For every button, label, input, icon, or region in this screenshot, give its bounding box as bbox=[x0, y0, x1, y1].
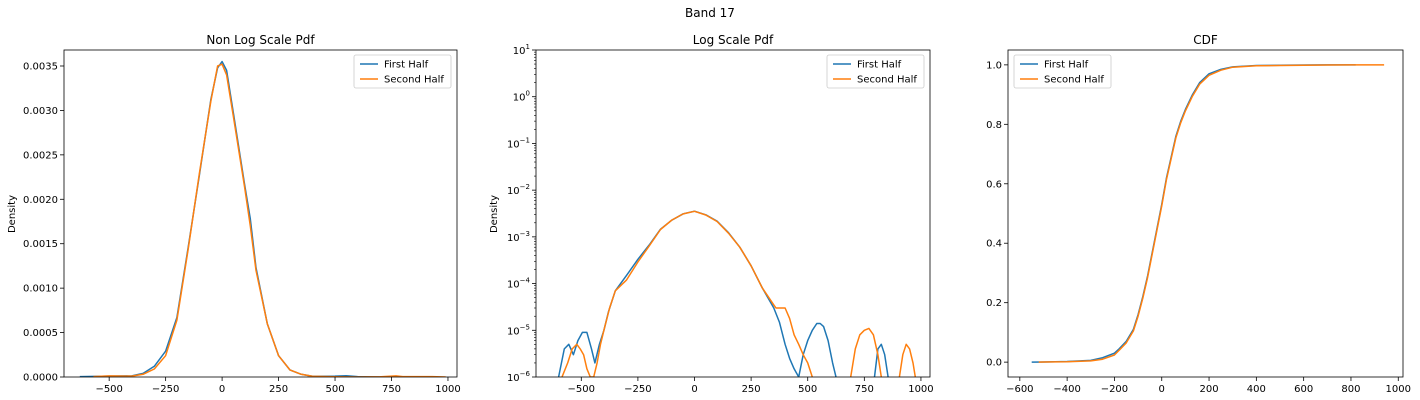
log-pdf-ytick-exponent: −4 bbox=[520, 277, 531, 285]
log-pdf-xtick-label: 250 bbox=[742, 384, 761, 395]
cdf-axes-frame bbox=[1007, 49, 1404, 378]
log-pdf-ytick-label: 10−5 bbox=[507, 323, 530, 337]
log-pdf-xtick-label: 500 bbox=[798, 384, 817, 395]
log-pdf-ytick-base: 10 bbox=[507, 186, 520, 197]
non-log-pdf-ytick-label: 0.0015 bbox=[23, 239, 58, 250]
log-pdf-xtick-label: 1000 bbox=[908, 384, 933, 395]
log-pdf-ytick-base: 10 bbox=[507, 280, 520, 291]
log-pdf-ytick-label: 101 bbox=[513, 43, 530, 57]
log-pdf-ytick-base: 10 bbox=[507, 373, 520, 384]
log-pdf-legend: First Half Second Half bbox=[826, 54, 925, 89]
non-log-pdf-series-group bbox=[79, 60, 446, 377]
cdf-series-second-half-line-1 bbox=[1038, 64, 1385, 363]
non-log-pdf-ytick-label: 0.0030 bbox=[23, 106, 58, 117]
non-log-pdf-legend-box bbox=[353, 54, 452, 89]
log-pdf-xtick-label: 750 bbox=[855, 384, 874, 395]
log-pdf-ylabel: Density bbox=[489, 195, 500, 233]
log-pdf-ytick-exponent: −6 bbox=[520, 370, 531, 378]
non-log-pdf-legend: First Half Second Half bbox=[353, 54, 452, 89]
log-pdf-ytick-exponent: −2 bbox=[520, 183, 530, 191]
non-log-pdf-legend-label: First Half bbox=[384, 60, 429, 71]
non-log-pdf-ytick-label: 0.0005 bbox=[23, 328, 58, 339]
figure-title: Band 17 bbox=[685, 6, 735, 20]
log-pdf-ytick-exponent: −1 bbox=[520, 136, 530, 144]
cdf-ytick-label: 1.0 bbox=[986, 60, 1002, 71]
cdf-xtick-label: 1000 bbox=[1386, 384, 1411, 395]
cdf-xtick-label: −400 bbox=[1053, 384, 1080, 395]
log-pdf-ytick-base: 10 bbox=[507, 139, 520, 150]
log-pdf-ytick-label: 10−4 bbox=[507, 277, 531, 291]
log-pdf-ytick-base: 10 bbox=[513, 46, 526, 57]
non-log-pdf-panel: Non Log Scale Pdf Density −500 −250 0 250 50… bbox=[7, 33, 461, 395]
cdf-ytick-label: 0.8 bbox=[986, 120, 1002, 131]
non-log-pdf-xtick-label: 0 bbox=[219, 384, 225, 395]
log-pdf-ytick-exponent: 0 bbox=[526, 90, 530, 98]
cdf-title: CDF bbox=[1193, 33, 1218, 47]
cdf-ytick-label: 0.6 bbox=[986, 179, 1002, 190]
log-pdf-ytick-base: 10 bbox=[507, 326, 520, 337]
cdf-xtick-label: 600 bbox=[1294, 384, 1313, 395]
log-pdf-axes-frame bbox=[535, 49, 931, 378]
log-pdf-ytick-exponent: 1 bbox=[526, 43, 530, 51]
cdf-legend-label: First Half bbox=[1044, 60, 1089, 71]
non-log-pdf-ytick-label: 0.0035 bbox=[23, 61, 58, 72]
cdf-legend-box bbox=[1013, 54, 1112, 89]
log-pdf-title: Log Scale Pdf bbox=[693, 33, 774, 47]
cdf-xtick-label: 400 bbox=[1247, 384, 1266, 395]
non-log-pdf-xtick-label: 1000 bbox=[435, 384, 460, 395]
non-log-pdf-ytick-label: 0.0000 bbox=[23, 373, 58, 384]
log-pdf-legend-box bbox=[826, 54, 925, 89]
log-pdf-series-second-half-line-3 bbox=[849, 327, 883, 377]
log-pdf-series-first-half-line-0 bbox=[557, 210, 837, 377]
log-pdf-xtick-label: −500 bbox=[568, 384, 595, 395]
log-pdf-xtick-label: 0 bbox=[691, 384, 697, 395]
non-log-pdf-axes-frame bbox=[63, 49, 458, 378]
cdf-xtick-label: −600 bbox=[1006, 384, 1033, 395]
log-pdf-xtick-label: −250 bbox=[624, 384, 651, 395]
cdf-ytick-label: 0.2 bbox=[986, 298, 1002, 309]
log-pdf-series-second-half-line-4 bbox=[898, 343, 917, 377]
log-pdf-ytick-base: 10 bbox=[513, 93, 526, 104]
log-pdf-legend-label: First Half bbox=[857, 60, 902, 71]
non-log-pdf-ylabel: Density bbox=[7, 195, 18, 233]
non-log-pdf-legend-label: Second Half bbox=[384, 75, 444, 86]
non-log-pdf-series-first-half-line-0 bbox=[79, 60, 415, 377]
log-pdf-ytick-label: 10−3 bbox=[507, 230, 530, 244]
cdf-legend-label: Second Half bbox=[1044, 75, 1104, 86]
log-pdf-panel: Log Scale Pdf Density −500 −250 0 250 500 750… bbox=[489, 33, 934, 395]
log-pdf-ytick-label: 10−2 bbox=[507, 183, 530, 197]
cdf-panel: CDF −600 −400 −200 0 200 400 600 800 1000 0.0 0.2 0… bbox=[986, 33, 1411, 395]
cdf-series-group bbox=[1031, 64, 1385, 363]
log-pdf-ytick-exponent: −3 bbox=[520, 230, 530, 238]
cdf-legend: First Half Second Half bbox=[1013, 54, 1112, 89]
cdf-ytick-label: 0.0 bbox=[986, 358, 1002, 369]
non-log-pdf-series-second-half-line-1 bbox=[93, 63, 446, 377]
non-log-pdf-ytick-label: 0.0025 bbox=[23, 150, 58, 161]
log-pdf-legend-label: Second Half bbox=[857, 75, 917, 86]
cdf-xtick-label: 0 bbox=[1159, 384, 1165, 395]
log-pdf-series-second-half-line-2 bbox=[561, 210, 814, 377]
non-log-pdf-xtick-label: 500 bbox=[325, 384, 344, 395]
log-pdf-ytick-base: 10 bbox=[507, 233, 520, 244]
cdf-ytick-label: 0.4 bbox=[986, 239, 1002, 250]
non-log-pdf-xtick-label: −250 bbox=[152, 384, 179, 395]
cdf-xtick-label: 800 bbox=[1341, 384, 1360, 395]
log-pdf-ytick-label: 10−1 bbox=[507, 136, 530, 150]
non-log-pdf-ytick-label: 0.0020 bbox=[23, 195, 58, 206]
non-log-pdf-xtick-label: 250 bbox=[269, 384, 288, 395]
log-pdf-ytick-exponent: −5 bbox=[520, 323, 530, 331]
cdf-series-first-half-line-0 bbox=[1031, 64, 1356, 363]
cdf-xtick-label: 200 bbox=[1200, 384, 1219, 395]
non-log-pdf-ytick-label: 0.0010 bbox=[23, 284, 58, 295]
cdf-xtick-label: −200 bbox=[1101, 384, 1128, 395]
non-log-pdf-title: Non Log Scale Pdf bbox=[206, 33, 315, 47]
log-pdf-series-group bbox=[557, 210, 917, 377]
non-log-pdf-xtick-label: 750 bbox=[382, 384, 401, 395]
log-pdf-ytick-label: 10−6 bbox=[507, 370, 531, 384]
non-log-pdf-xtick-label: −500 bbox=[95, 384, 122, 395]
log-pdf-series-first-half-line-1 bbox=[873, 343, 889, 377]
log-pdf-ytick-label: 100 bbox=[513, 90, 530, 104]
